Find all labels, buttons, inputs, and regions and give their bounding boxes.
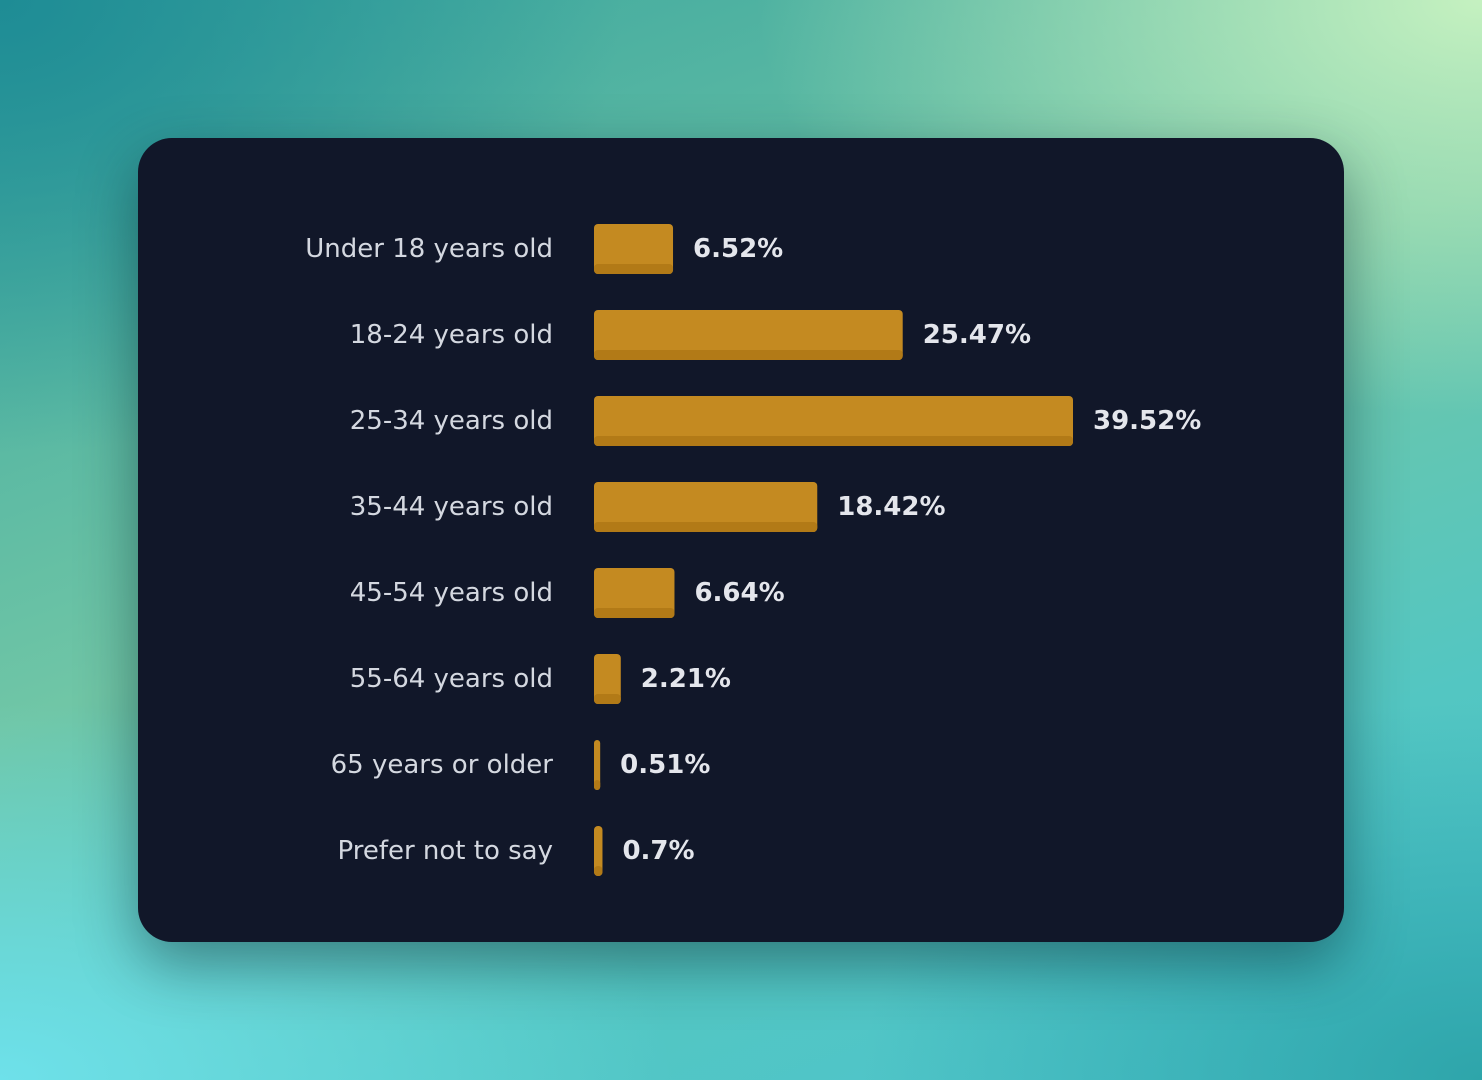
bar-fill (594, 482, 818, 532)
bar-shade (594, 694, 621, 704)
category-label: 65 years or older (331, 750, 554, 780)
bar (594, 826, 603, 876)
value-label: 2.21% (641, 664, 731, 694)
bar-fill (594, 396, 1073, 446)
bar-shade (594, 866, 603, 876)
bar (594, 482, 818, 532)
bar (594, 310, 903, 360)
value-label: 0.7% (622, 836, 694, 866)
category-label: 55-64 years old (350, 664, 553, 694)
category-label: 35-44 years old (350, 492, 553, 522)
bar (594, 224, 674, 274)
bar-shade (594, 264, 674, 274)
category-label: 18-24 years old (350, 320, 553, 350)
bar-fill (594, 826, 603, 876)
value-label: 39.52% (1093, 406, 1201, 436)
category-label: Prefer not to say (337, 836, 553, 866)
bar (594, 396, 1073, 446)
bar-fill (594, 654, 621, 704)
bar-shade (594, 350, 903, 360)
value-label: 6.64% (694, 578, 784, 608)
bar-shade (594, 780, 601, 790)
chart-card: Under 18 years old 6.52% 18-24 years old 25… (138, 138, 1344, 942)
bar-chart: Under 18 years old 6.52% 18-24 years old 25… (305, 224, 1201, 876)
value-label: 6.52% (693, 234, 783, 264)
bar (594, 740, 601, 790)
category-label: 45-54 years old (350, 578, 553, 608)
bar-fill (594, 224, 674, 274)
bar-fill (594, 310, 903, 360)
bar-shade (594, 608, 675, 618)
value-label: 18.42% (837, 492, 945, 522)
category-label: Under 18 years old (305, 234, 553, 264)
value-label: 0.51% (620, 750, 710, 780)
bar-fill (594, 568, 675, 618)
category-label: 25-34 years old (350, 406, 553, 436)
bar-shade (594, 522, 818, 532)
bar-fill (594, 740, 601, 790)
value-label: 25.47% (923, 320, 1031, 350)
bar-shade (594, 436, 1073, 446)
bar (594, 568, 675, 618)
bar (594, 654, 621, 704)
